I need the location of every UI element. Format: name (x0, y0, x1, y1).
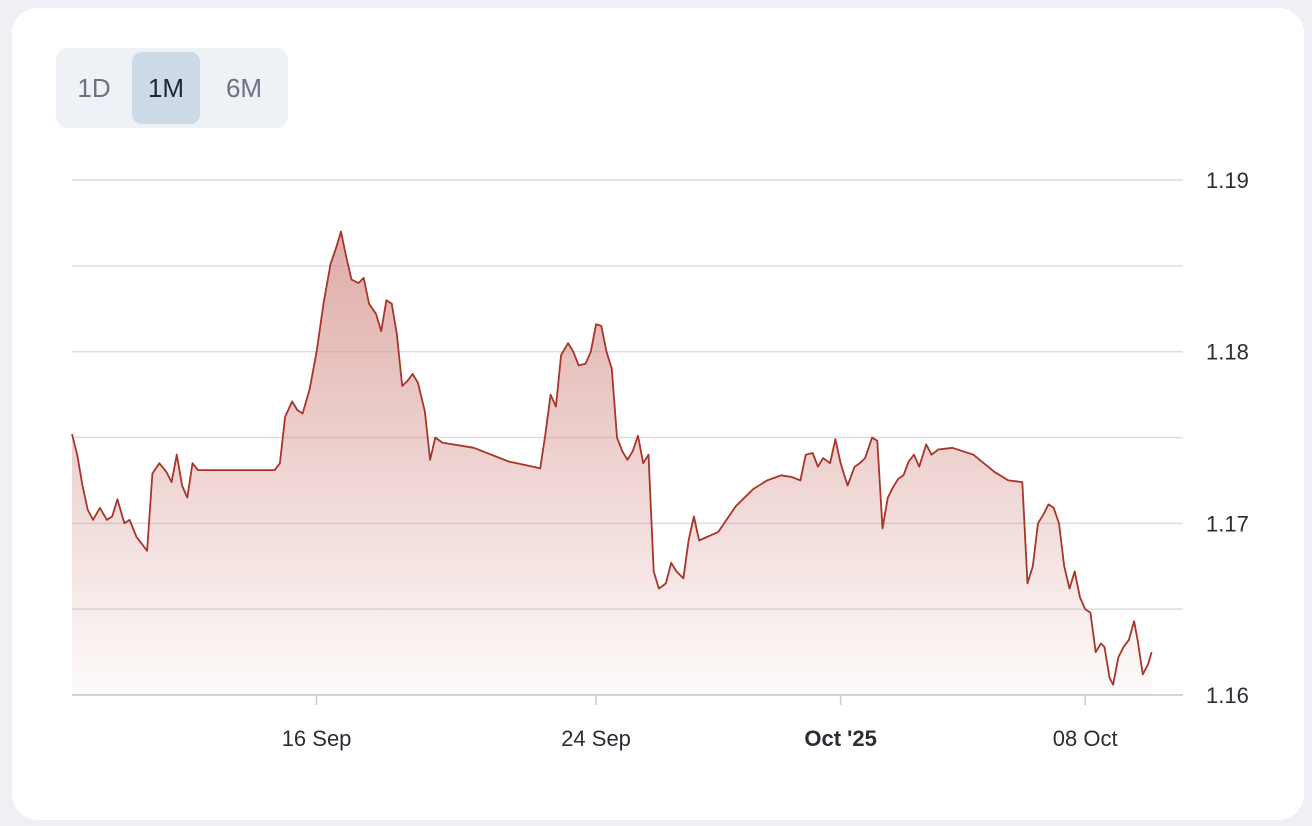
y-tick-label: 1.18 (1206, 340, 1249, 365)
x-tick-label: 24 Sep (561, 726, 631, 751)
x-tick-label: 08 Oct (1053, 726, 1118, 751)
range-1d-button[interactable]: 1D (77, 72, 111, 103)
x-tick-label: Oct '25 (804, 726, 877, 751)
range-1m-button[interactable]: 1M (132, 52, 200, 124)
x-tick-label: 16 Sep (282, 726, 352, 751)
price-line (71, 230, 1153, 686)
price-area-fill (72, 231, 1152, 695)
range-6m-button[interactable]: 6M (225, 72, 263, 103)
y-tick-label: 1.16 (1206, 683, 1249, 708)
y-tick-label: 1.17 (1206, 511, 1249, 536)
y-tick-label: 1.19 (1206, 168, 1249, 193)
range-selector: 1D 1M 6M (56, 48, 288, 128)
